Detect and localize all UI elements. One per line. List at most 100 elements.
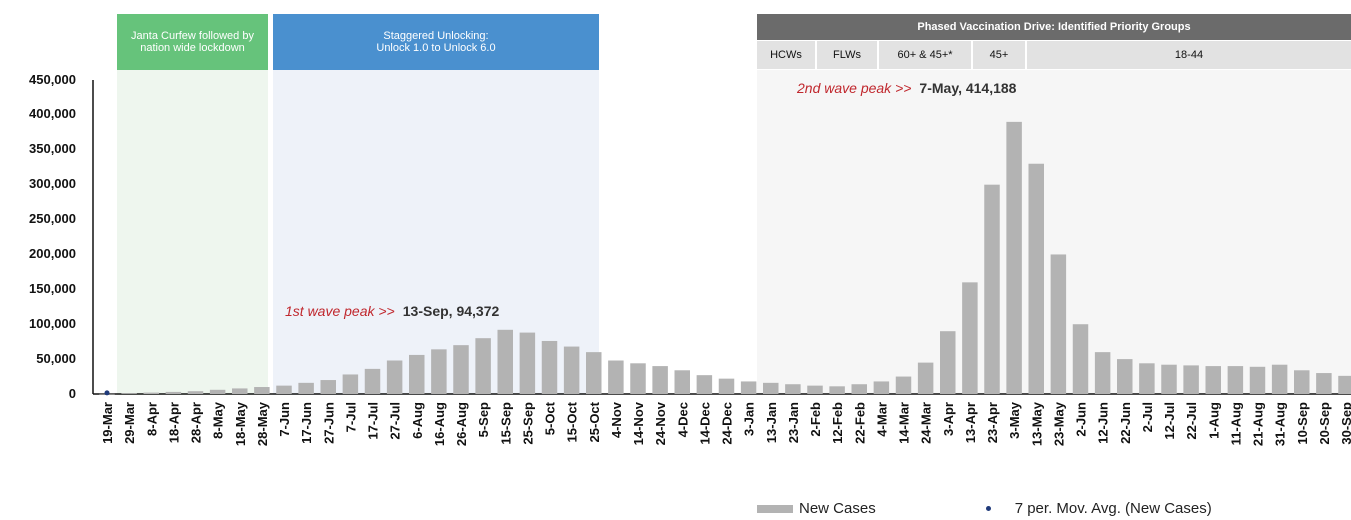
new-cases-bar: [895, 376, 912, 394]
x-tick-label: 25-Sep: [520, 402, 535, 445]
new-cases-bar: [1094, 352, 1111, 394]
new-cases-bar: [121, 393, 137, 394]
new-cases-bar: [1139, 363, 1155, 394]
x-tick-label: 2-Feb: [808, 402, 823, 437]
x-tick-label: 14-Mar: [897, 402, 912, 444]
new-cases-bar: [1249, 366, 1266, 394]
unlock-phase-header: Staggered Unlocking: Unlock 1.0 to Unloc…: [273, 14, 599, 70]
curfew-phase-header: Janta Curfew followed by nation wide loc…: [117, 14, 268, 70]
new-cases-bar: [364, 368, 381, 394]
new-cases-bar: [165, 391, 182, 394]
legend-swatch-new-cases: [757, 504, 793, 513]
new-cases-bar: [409, 354, 425, 394]
new-cases-bar: [320, 380, 336, 394]
x-tick-label: 23-May: [1051, 401, 1066, 446]
legend-label-moving-average: 7 per. Mov. Avg. (New Cases): [1014, 500, 1212, 517]
new-cases-bar: [586, 352, 602, 394]
new-cases-bar: [143, 392, 159, 394]
chart-canvas: 19-Mar 29-Mar 8-Apr 18-Apr 28-Apr 8-May 18-May…: [92, 80, 1351, 446]
first-wave-peak-label: 1st wave peak >>: [285, 303, 395, 319]
x-tick-label: 14-Dec: [697, 402, 712, 445]
new-cases-bar: [763, 382, 779, 394]
new-cases-bar: [497, 329, 513, 394]
new-cases-bar: [740, 381, 757, 394]
x-tick-label: 17-Jun: [299, 402, 314, 444]
x-tick-label: 20-Sep: [1317, 402, 1332, 445]
vaccination-phase-title: Phased Vaccination Drive: Identified Pri…: [757, 14, 1351, 40]
new-cases-bar: [254, 387, 270, 394]
x-tick-label: 13-Apr: [963, 402, 978, 443]
new-cases-bar: [1028, 163, 1044, 394]
new-cases-bar: [1050, 254, 1067, 394]
x-tick-label: 10-Sep: [1295, 402, 1310, 445]
first-wave-peak-annotation: 1st wave peak >> 13-Sep, 94,372: [285, 303, 499, 319]
x-tick-label: 3-May: [1007, 401, 1022, 439]
x-tick-label: 5-Sep: [476, 402, 491, 437]
new-cases-bar: [563, 346, 580, 394]
x-tick-label: 2-Jun: [1074, 402, 1089, 437]
x-tick-label: 15-Oct: [565, 401, 580, 442]
new-cases-bar: [1271, 364, 1288, 394]
second-wave-peak-label: 2nd wave peak >>: [797, 80, 912, 96]
x-tick-label: 12-Feb: [830, 402, 845, 444]
new-cases-bar: [1316, 373, 1332, 394]
x-tick-label: 28-Apr: [189, 402, 204, 443]
y-tick-label: 400,000: [29, 106, 76, 121]
y-tick-label: 50,000: [36, 351, 76, 366]
vacc-group-45plus: 45+: [973, 41, 1025, 69]
x-tick-label: 4-Nov: [609, 401, 624, 438]
new-cases-bar: [1183, 365, 1199, 394]
new-cases-bar: [608, 360, 624, 394]
y-tick-label: 250,000: [29, 211, 76, 226]
new-cases-bar: [807, 385, 823, 394]
vacc-group-60plus-45plus: 60+ & 45+*: [879, 41, 971, 69]
x-tick-label: 5-Oct: [543, 401, 558, 435]
x-tick-label: 3-Apr: [941, 402, 956, 436]
x-tick-label: 22-Jun: [1118, 402, 1133, 444]
new-cases-bar: [1161, 364, 1177, 394]
new-cases-bar: [1072, 324, 1089, 394]
y-tick-label: 100,000: [29, 316, 76, 331]
x-tick-label: 27-Jul: [388, 402, 403, 440]
x-tick-label: 26-Aug: [454, 402, 469, 446]
x-tick-label: 8-May: [211, 401, 226, 439]
x-tick-label: 13-May: [1029, 401, 1044, 446]
new-cases-bar: [386, 360, 403, 394]
new-cases-bar: [209, 389, 226, 394]
x-tick-label: 24-Dec: [720, 402, 735, 445]
moving-average-point: [104, 390, 110, 396]
new-cases-bar: [519, 332, 536, 394]
new-cases-bar: [1338, 375, 1351, 394]
new-cases-bar: [298, 382, 314, 394]
second-wave-peak-value: 7-May, 414,188: [919, 80, 1017, 96]
new-cases-bar: [785, 384, 801, 394]
curfew-phase-shading: [117, 70, 268, 395]
x-tick-label: 27-Jun: [321, 402, 336, 444]
x-tick-label: 30-Sep: [1339, 402, 1351, 445]
new-cases-bar: [674, 370, 690, 394]
y-tick-label: 300,000: [29, 176, 76, 191]
x-tick-label: 22-Jul: [1184, 402, 1199, 440]
x-tick-label: 11-Aug: [1228, 402, 1243, 445]
x-tick-label: 1-Aug: [1206, 402, 1221, 439]
first-wave-peak-value: 13-Sep, 94,372: [402, 303, 500, 319]
x-tick-label: 23-Jan: [786, 402, 801, 443]
x-tick-label: 19-Mar: [100, 402, 115, 444]
new-cases-bar: [1205, 366, 1221, 394]
legend-label-new-cases: New Cases: [799, 500, 876, 517]
new-cases-bar: [541, 340, 558, 394]
unlock-phase-shading: [273, 70, 599, 395]
second-wave-peak-annotation: 2nd wave peak >> 7-May, 414,188: [797, 80, 1016, 96]
vacc-group-18-44: 18-44: [1027, 41, 1351, 69]
x-tick-label: 24-Mar: [919, 402, 934, 444]
x-tick-label: 15-Sep: [498, 402, 513, 445]
x-tick-label: 25-Oct: [587, 401, 602, 442]
new-cases-bar: [1227, 366, 1244, 394]
new-cases-bar: [873, 381, 890, 394]
y-tick-label: 200,000: [29, 246, 76, 261]
new-cases-bar: [453, 345, 469, 394]
new-cases-bar: [917, 362, 934, 394]
new-cases-bar: [851, 384, 867, 394]
x-tick-label: 6-Aug: [410, 402, 425, 439]
new-cases-bar: [342, 374, 359, 394]
